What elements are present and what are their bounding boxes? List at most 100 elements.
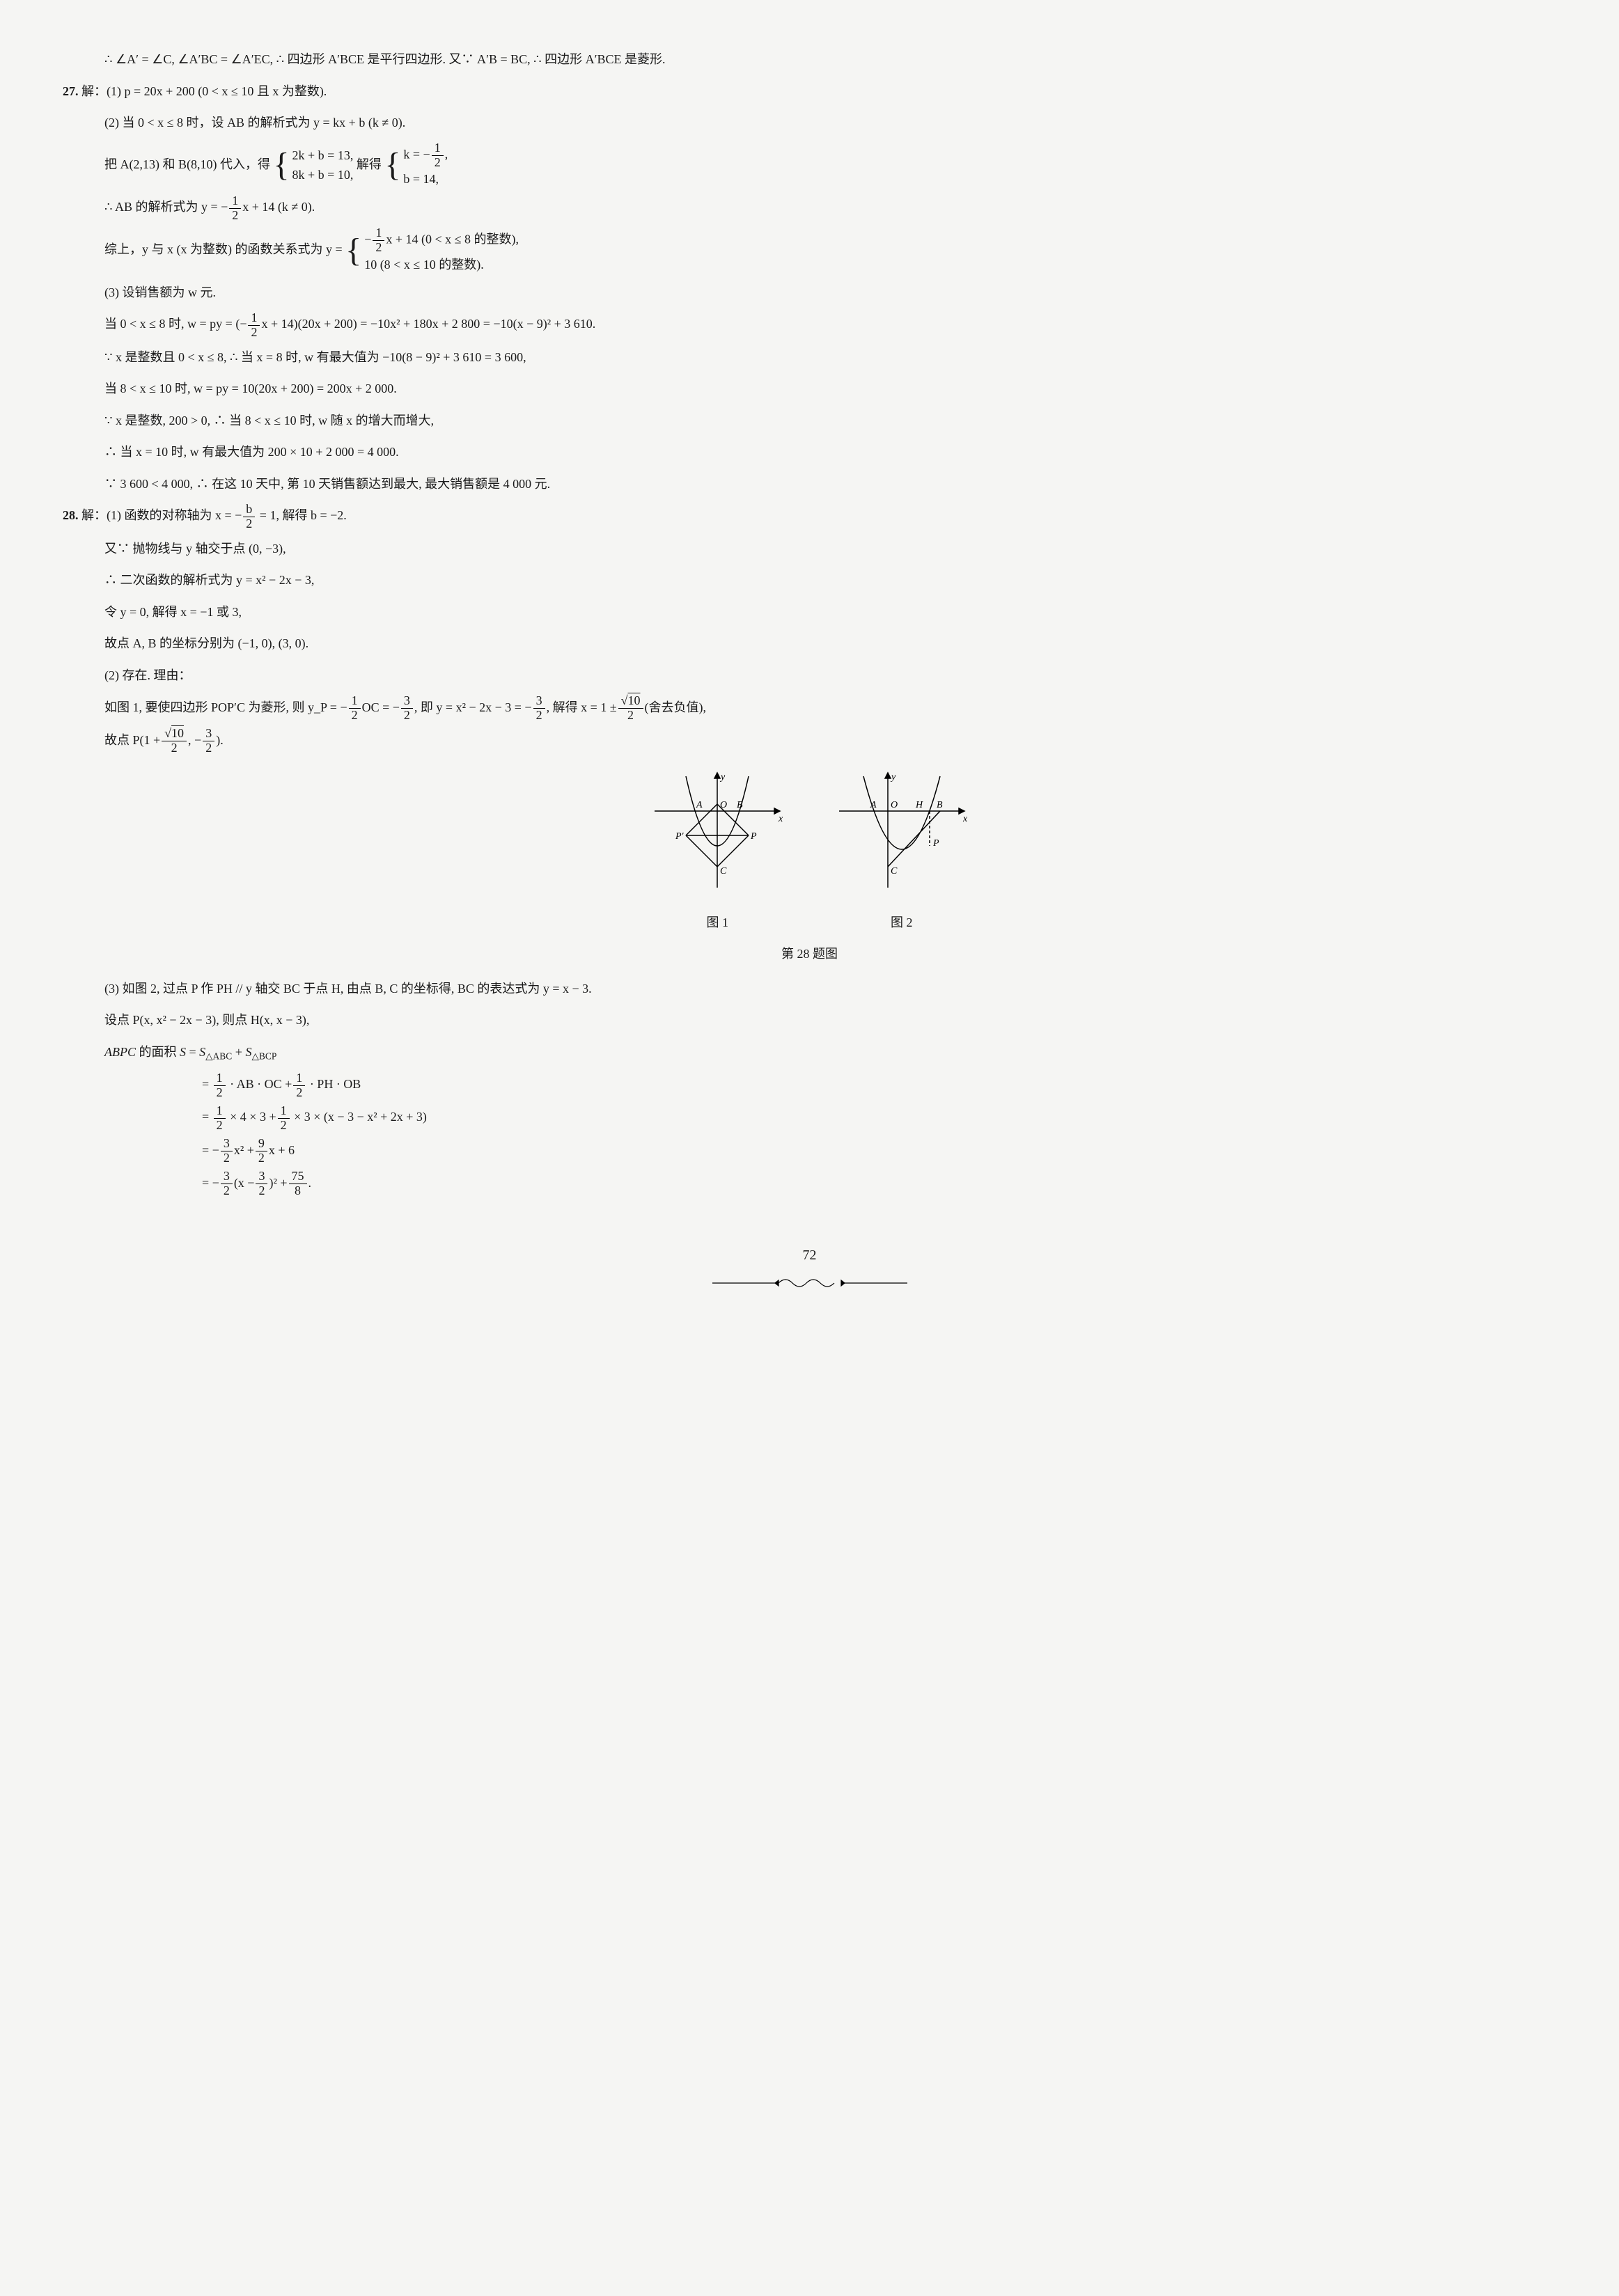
svg-text:x: x — [778, 814, 783, 824]
s3-f1: 32 — [221, 1137, 233, 1165]
q27-line7: 当 0 < x ≤ 8 时, w = py = (−12x + 14)(20x … — [63, 310, 1556, 339]
svg-text:A: A — [870, 800, 877, 810]
l7-neg: − — [240, 317, 247, 331]
l23: ABPC 的面积 S = S△ABC + S△BCP — [104, 1045, 276, 1059]
s2-m1: × 4 × 3 + — [227, 1110, 276, 1124]
svg-text:x: x — [962, 814, 968, 824]
l3-eq2: 8k + b = 10, — [292, 165, 354, 185]
l19-post: (舍去负值), — [645, 700, 707, 714]
l13-post: = 1, 解得 b = −2. — [256, 508, 346, 522]
l19-f1: 12 — [349, 694, 361, 723]
figures-block: y x A O B P′ P C y x A O H B C P — [63, 769, 1556, 968]
l5-r1a: − — [364, 233, 371, 246]
q28-s2: = 12 × 4 × 3 +12 × 3 × (x − 3 − x² + 2x … — [63, 1103, 1556, 1132]
l3-eq1: 2k + b = 13, — [292, 146, 354, 166]
q27-line4: ∴ AB 的解析式为 y = −12x + 14 (k ≠ 0). — [63, 194, 1556, 222]
q28-line16: 令 y = 0, 解得 x = −1 或 3, — [63, 599, 1556, 627]
figure-2: y x A O H B C P — [832, 769, 971, 895]
q27-line2: (2) 当 0 < x ≤ 8 时，设 AB 的解析式为 y = kx + b … — [63, 109, 1556, 137]
q27-line3: 把 A(2,13) 和 B(8,10) 代入，得 { 2k + b = 13, … — [63, 141, 1556, 189]
q28-line17: 故点 A, B 的坐标分别为 (−1, 0), (3, 0). — [63, 630, 1556, 658]
q27-line12: ∵ 3 600 < 4 000, ∴ 在这 10 天中, 第 10 天销售额达到… — [63, 471, 1556, 498]
q27-number: 27. — [63, 84, 79, 98]
svg-text:y: y — [890, 772, 896, 783]
figcap1: 图 1 — [648, 909, 787, 937]
footer-ornament-icon — [712, 1275, 907, 1291]
s3-pre: = − — [202, 1143, 219, 1157]
q28-line23: ABPC 的面积 S = S△ABC + S△BCP — [63, 1039, 1556, 1067]
l13-frac: b2 — [243, 503, 255, 531]
l5-r1-frac: 12 — [373, 226, 384, 255]
svg-text:P: P — [750, 831, 757, 842]
l20-f2: 32 — [203, 727, 214, 755]
l4-frac: 12 — [229, 194, 241, 223]
q27-sol1: 解：(1) p = 20x + 200 (0 < x ≤ 10 且 x 为整数)… — [81, 84, 327, 98]
q28-line18: (2) 存在. 理由： — [63, 662, 1556, 690]
s1-f1: 12 — [214, 1071, 226, 1100]
l3-k-lhs: k = − — [403, 147, 430, 161]
l20-f1: √102 — [162, 727, 187, 755]
l19-f2: 32 — [401, 694, 413, 723]
svg-text:A: A — [696, 800, 703, 810]
l7-post: x + 14)(20x + 200) = −10x² + 180x + 2 80… — [261, 317, 595, 331]
s3-f2: 92 — [256, 1137, 267, 1165]
s4-f3: 758 — [289, 1170, 307, 1198]
s2-f1: 12 — [214, 1104, 226, 1133]
svg-text:B: B — [737, 800, 743, 810]
l5-piecewise: { −12x + 14 (0 < x ≤ 8 的整数), 10 (8 < x ≤… — [345, 226, 519, 274]
l3-system1: { 2k + b = 13, 8k + b = 10, — [273, 146, 353, 186]
l3-k-comma: , — [445, 147, 448, 161]
s4-m1: (x − — [234, 1176, 255, 1190]
l19-f3: 32 — [533, 694, 545, 723]
q28-line19: 如图 1, 要使四边形 POP′C 为菱形, 则 y_P = −12OC = −… — [63, 694, 1556, 723]
l13-pre: 解：(1) 函数的对称轴为 x = − — [81, 508, 242, 522]
s4-m2: )² + — [269, 1176, 287, 1190]
l5-r2: 10 (8 < x ≤ 10 的整数). — [364, 255, 519, 275]
l3-system2: { k = −12, b = 14, — [384, 141, 448, 189]
s2-post: × 3 × (x − 3 − x² + 2x + 3) — [291, 1110, 427, 1124]
svg-text:O: O — [720, 800, 727, 810]
page-footer: 72 — [63, 1240, 1556, 1301]
q28-s4: = −32(x −32)² +758. — [63, 1170, 1556, 1198]
s1-post: · PH · OB — [306, 1077, 361, 1091]
q28-line20: 故点 P(1 +√102, −32). — [63, 727, 1556, 755]
q27-line8: ∵ x 是整数且 0 < x ≤ 8, ∴ 当 x = 8 时, w 有最大值为… — [63, 344, 1556, 372]
q27-line10: ∵ x 是整数, 200 > 0, ∴ 当 8 < x ≤ 10 时, w 随 … — [63, 407, 1556, 435]
l19-m2: , 即 y = x² − 2x − 3 = − — [414, 700, 532, 714]
q28-line14: 又∵ 抛物线与 y 轴交于点 (0, −3), — [63, 535, 1556, 563]
figcap2: 图 2 — [832, 909, 971, 937]
s3-post: x + 6 — [269, 1143, 295, 1157]
svg-text:H: H — [915, 800, 923, 810]
svg-text:C: C — [720, 866, 727, 876]
l19-m1: OC = − — [362, 700, 400, 714]
s3-m1: x² + — [234, 1143, 254, 1157]
l19-f4: √102 — [618, 694, 643, 723]
l3-k-frac: 12 — [432, 141, 444, 170]
figcap-main: 第 28 题图 — [63, 941, 1556, 968]
l3-mid: 解得 — [357, 157, 382, 171]
q27-line5: 综上，y 与 x (x 为整数) 的函数关系式为 y = { −12x + 14… — [63, 226, 1556, 274]
s4-pre: = − — [202, 1176, 219, 1190]
s2-f2: 12 — [278, 1104, 290, 1133]
page-number: 72 — [63, 1240, 1556, 1271]
svg-text:B: B — [937, 800, 943, 810]
svg-text:C: C — [891, 866, 898, 876]
l20-post: ). — [216, 733, 224, 747]
l5-r1b: x + 14 (0 < x ≤ 8 的整数), — [386, 233, 519, 246]
l19-pre: 如图 1, 要使四边形 POP′C 为菱形, 则 y_P = − — [104, 700, 347, 714]
s1-m1: · AB · OC + — [227, 1077, 292, 1091]
l4-post: x + 14 (k ≠ 0). — [242, 200, 315, 214]
line-angle: ∴ ∠A′ = ∠C, ∠A′BC = ∠A′EC, ∴ 四边形 A′BCE 是… — [63, 46, 1556, 74]
l7-pre: 当 0 < x ≤ 8 时, w = py = ( — [104, 317, 240, 331]
q28-line15: ∴ 二次函数的解析式为 y = x² − 2x − 3, — [63, 567, 1556, 595]
l20-mid: , − — [188, 733, 201, 747]
q27-line6: (3) 设销售额为 w 元. — [63, 279, 1556, 307]
l3-b: b = 14, — [403, 169, 448, 189]
s4-f1: 32 — [221, 1170, 233, 1198]
s2-pre: = — [202, 1110, 209, 1124]
s4-post: . — [308, 1176, 312, 1190]
l7-frac: 12 — [248, 311, 260, 340]
figure-captions: 图 1 图 2 — [63, 909, 1556, 937]
q28-s3: = −32x² +92x + 6 — [63, 1137, 1556, 1165]
q27-line9: 当 8 < x ≤ 10 时, w = py = 10(20x + 200) =… — [63, 375, 1556, 403]
